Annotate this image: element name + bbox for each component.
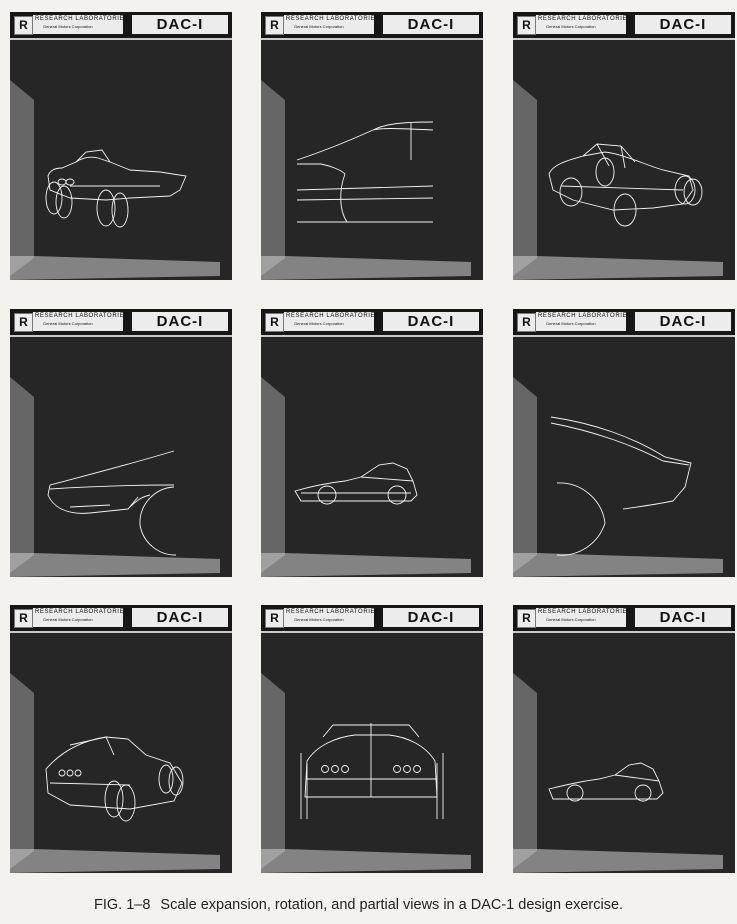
lab-name: RESEARCH LABORATORIES xyxy=(538,609,632,615)
lab-label: RESEARCH LABORATORIES General Motors Cor… xyxy=(536,608,632,627)
system-name: DAC-I xyxy=(635,608,731,627)
company-name: General Motors Corporation xyxy=(43,617,93,622)
figure-caption: FIG. 1–8 Scale expansion, rotation, and p… xyxy=(94,895,623,915)
company-name: General Motors Corporation xyxy=(546,617,596,622)
lab-label: RESEARCH LABORATORIES General Motors Cor… xyxy=(536,15,632,34)
panel-header: R RESEARCH LABORATORIES General Motors C… xyxy=(513,605,735,633)
panel-header: R RESEARCH LABORATORIES General Motors C… xyxy=(10,309,232,337)
system-name: DAC-I xyxy=(383,15,479,34)
panel-header: R RESEARCH LABORATORIES General Motors C… xyxy=(261,309,483,337)
gm-logo: R xyxy=(265,313,284,332)
crt-screen xyxy=(513,673,723,873)
lab-label: RESEARCH LABORATORIES General Motors Cor… xyxy=(284,312,380,331)
crt-screen xyxy=(10,377,220,577)
panel-side-profile: R RESEARCH LABORATORIES General Motors C… xyxy=(261,309,483,577)
car-wireframe xyxy=(300,723,444,819)
crt-screen xyxy=(10,80,220,280)
panel-header: R RESEARCH LABORATORIES General Motors C… xyxy=(261,605,483,633)
panel-side-profile-small: R RESEARCH LABORATORIES General Motors C… xyxy=(513,605,735,873)
panel-header: R RESEARCH LABORATORIES General Motors C… xyxy=(513,309,735,337)
company-name: General Motors Corporation xyxy=(43,24,93,29)
crt-screen xyxy=(513,80,723,280)
company-name: General Motors Corporation xyxy=(294,617,344,622)
crt-screen xyxy=(513,377,723,577)
lab-name: RESEARCH LABORATORIES xyxy=(286,16,380,22)
company-name: General Motors Corporation xyxy=(546,24,596,29)
crt-screen xyxy=(261,673,471,873)
crt-screen xyxy=(261,80,471,280)
panel-rear-three-quarter-view: R RESEARCH LABORATORIES General Motors C… xyxy=(10,605,232,873)
gm-logo: R xyxy=(265,16,284,35)
crt-screen xyxy=(10,673,220,873)
lab-name: RESEARCH LABORATORIES xyxy=(538,313,632,319)
lab-label: RESEARCH LABORATORIES General Motors Cor… xyxy=(536,312,632,331)
lab-label: RESEARCH LABORATORIES General Motors Cor… xyxy=(33,15,129,34)
panel-front-fender-closeup: R RESEARCH LABORATORIES General Motors C… xyxy=(10,309,232,577)
panel-rear-view: R RESEARCH LABORATORIES General Motors C… xyxy=(261,605,483,873)
panel-rotated-wireframe: R RESEARCH LABORATORIES General Motors C… xyxy=(513,12,735,280)
panel-header: R RESEARCH LABORATORIES General Motors C… xyxy=(10,605,232,633)
panel-rear-fender-closeup: R RESEARCH LABORATORIES General Motors C… xyxy=(513,309,735,577)
company-name: General Motors Corporation xyxy=(294,24,344,29)
gm-logo: R xyxy=(14,609,33,628)
caption-text: Scale expansion, rotation, and partial v… xyxy=(160,897,624,913)
panel-header: R RESEARCH LABORATORIES General Motors C… xyxy=(513,12,735,40)
lab-name: RESEARCH LABORATORIES xyxy=(286,609,380,615)
lab-name: RESEARCH LABORATORIES xyxy=(35,313,129,319)
system-name: DAC-I xyxy=(132,312,228,331)
lab-label: RESEARCH LABORATORIES General Motors Cor… xyxy=(33,312,129,331)
system-name: DAC-I xyxy=(635,15,731,34)
gm-logo: R xyxy=(14,16,33,35)
lab-name: RESEARCH LABORATORIES xyxy=(35,609,129,615)
car-wireframe xyxy=(548,762,664,802)
company-name: General Motors Corporation xyxy=(294,321,344,326)
figure-number: FIG. 1–8 xyxy=(94,897,151,913)
car-wireframe xyxy=(294,462,418,505)
lab-label: RESEARCH LABORATORIES General Motors Cor… xyxy=(33,608,129,627)
system-name: DAC-I xyxy=(635,312,731,331)
lab-name: RESEARCH LABORATORIES xyxy=(286,313,380,319)
car-wireframe xyxy=(548,143,703,227)
lab-name: RESEARCH LABORATORIES xyxy=(35,16,129,22)
lab-name: RESEARCH LABORATORIES xyxy=(538,16,632,22)
lab-label: RESEARCH LABORATORIES General Motors Cor… xyxy=(284,15,380,34)
car-wireframe xyxy=(47,450,177,556)
panel-door-closeup: R RESEARCH LABORATORIES General Motors C… xyxy=(261,12,483,280)
car-wireframe xyxy=(296,121,434,223)
gm-logo: R xyxy=(265,609,284,628)
panel-header: R RESEARCH LABORATORIES General Motors C… xyxy=(10,12,232,40)
car-wireframe xyxy=(45,149,187,228)
system-name: DAC-I xyxy=(132,608,228,627)
gm-logo: R xyxy=(517,609,536,628)
system-name: DAC-I xyxy=(383,312,479,331)
system-name: DAC-I xyxy=(383,608,479,627)
company-name: General Motors Corporation xyxy=(43,321,93,326)
car-wireframe xyxy=(45,736,184,822)
gm-logo: R xyxy=(517,16,536,35)
gm-logo: R xyxy=(14,313,33,332)
car-wireframe xyxy=(550,416,692,556)
company-name: General Motors Corporation xyxy=(546,321,596,326)
panel-header: R RESEARCH LABORATORIES General Motors C… xyxy=(261,12,483,40)
lab-label: RESEARCH LABORATORIES General Motors Cor… xyxy=(284,608,380,627)
gm-logo: R xyxy=(517,313,536,332)
crt-screen xyxy=(261,377,471,577)
system-name: DAC-I xyxy=(132,15,228,34)
panel-three-quarter-view: R RESEARCH LABORATORIES General Motors C… xyxy=(10,12,232,280)
